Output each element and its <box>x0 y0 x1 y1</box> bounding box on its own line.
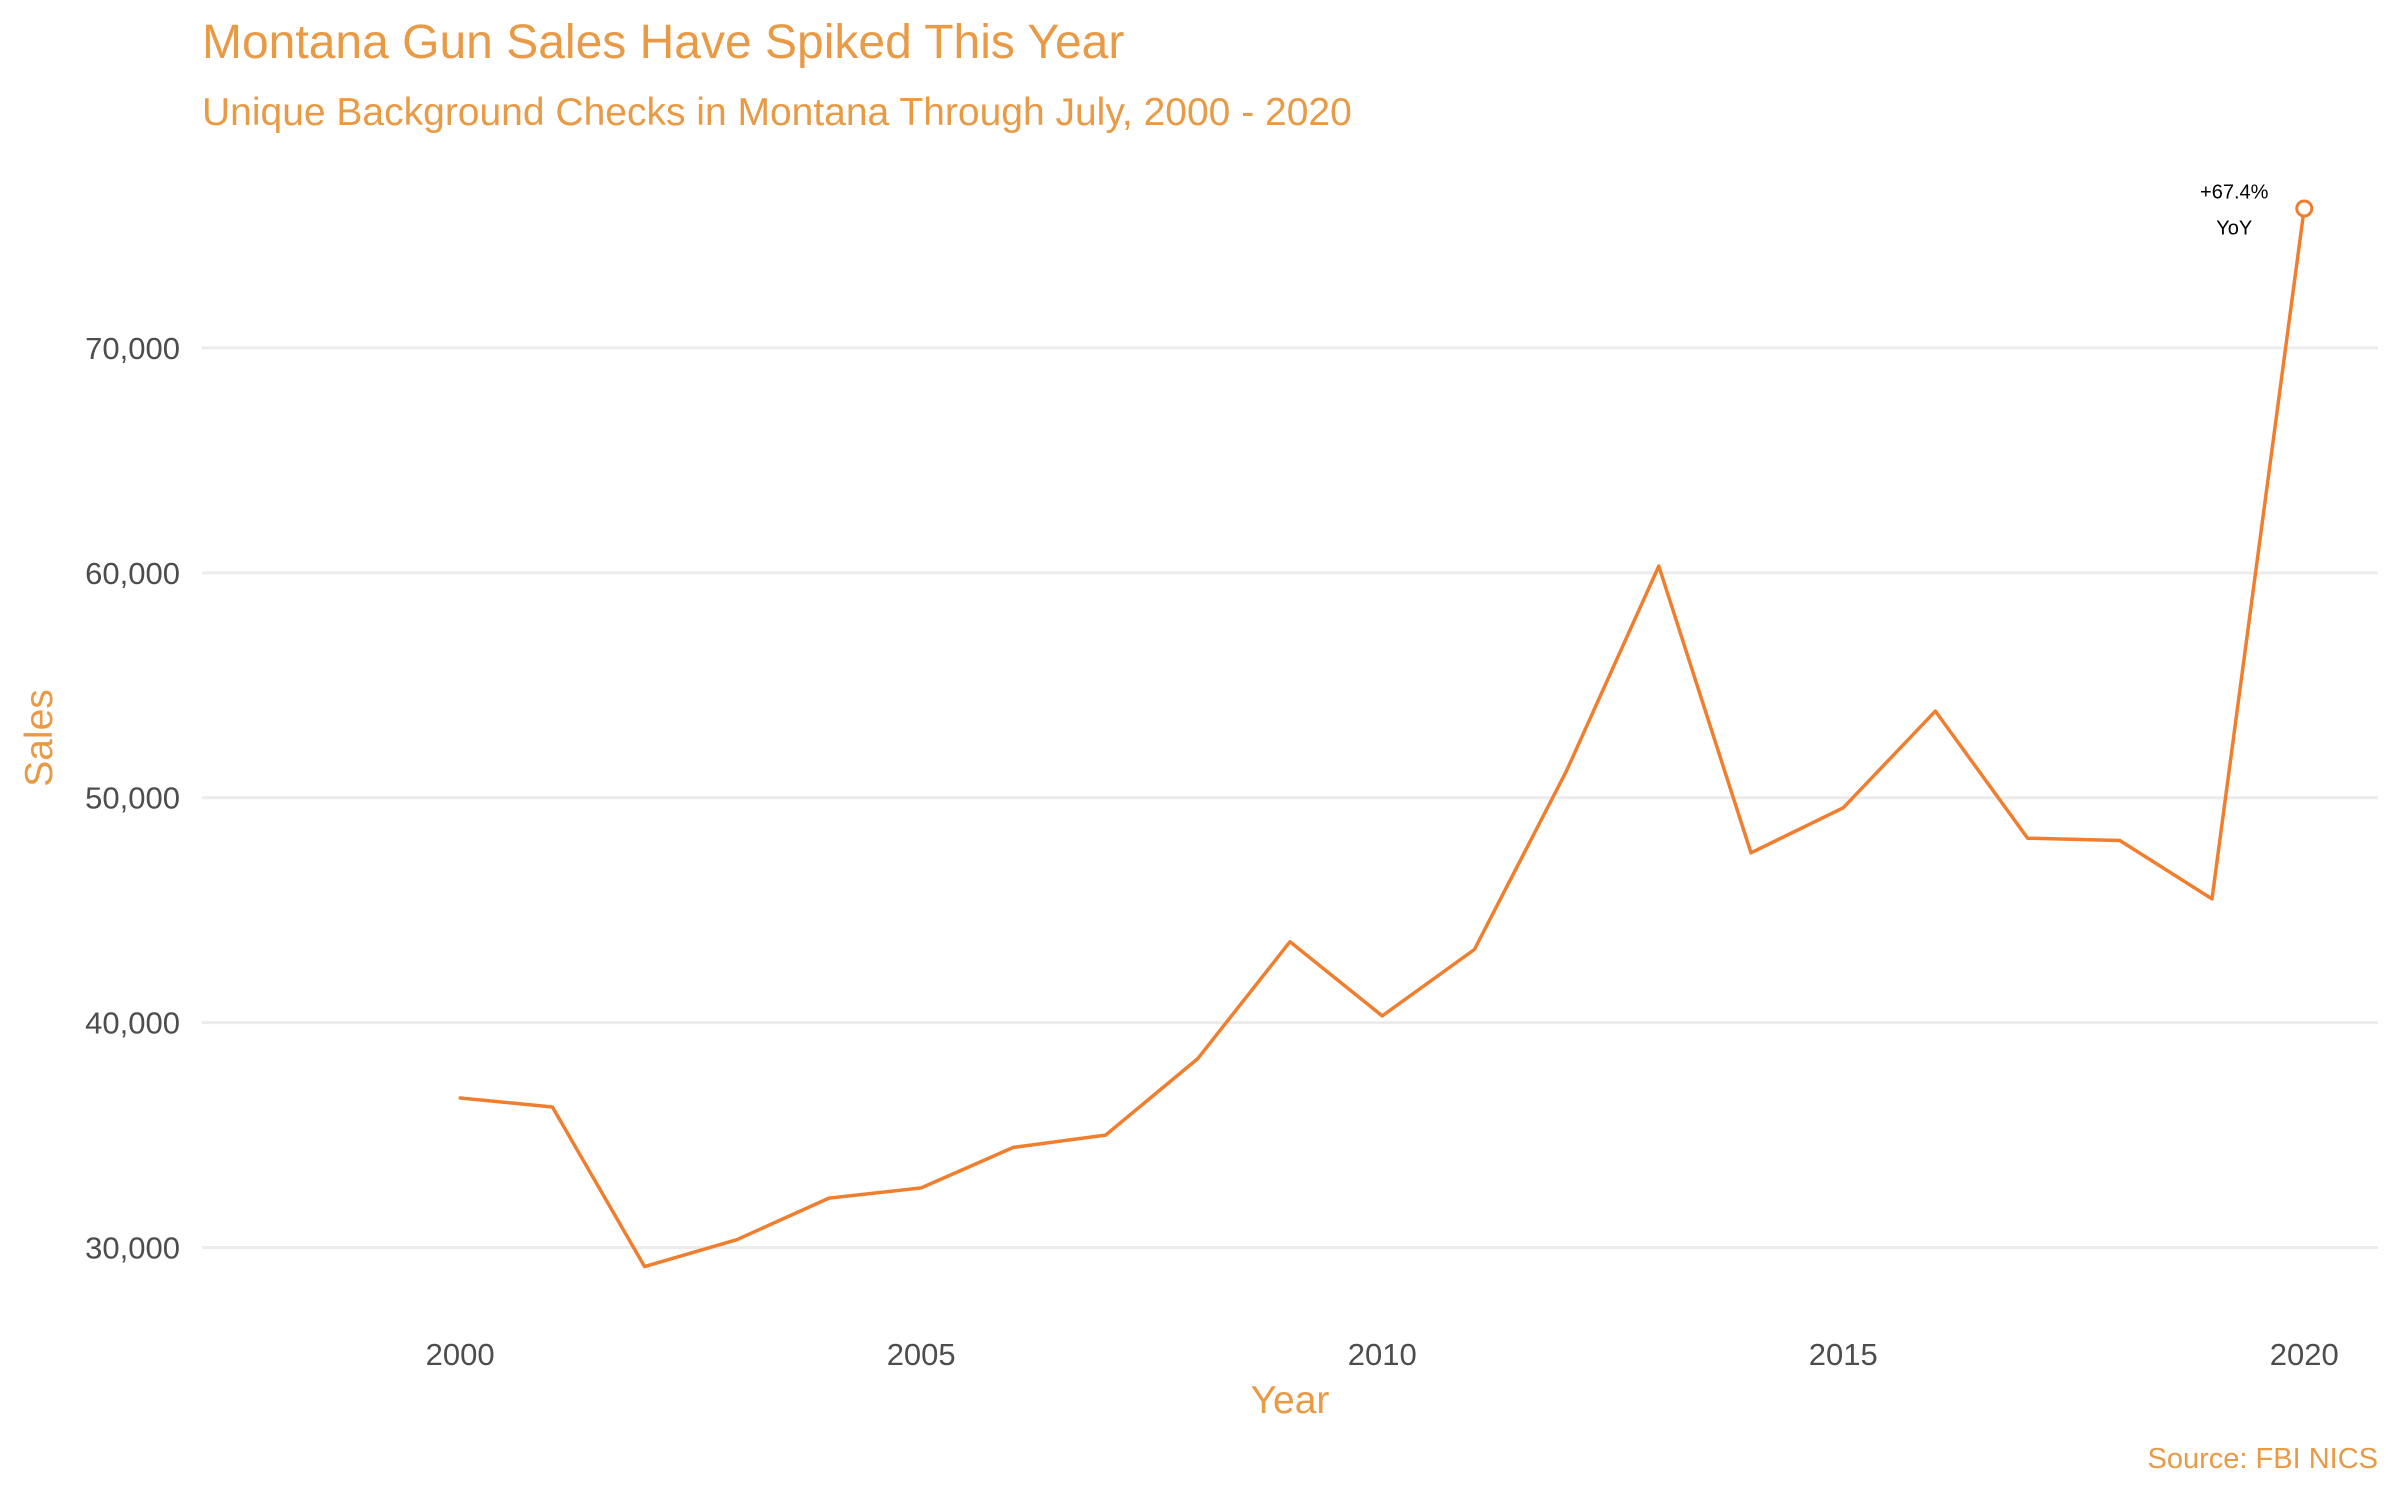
x-tick-label: 2005 <box>887 1337 956 1372</box>
x-tick-label: 2010 <box>1348 1337 1417 1372</box>
x-tick-label: 2000 <box>426 1337 495 1372</box>
x-tick-label: 2020 <box>2270 1337 2339 1372</box>
grid-lines <box>202 346 2378 1250</box>
y-axis-ticks: 30,000 40,000 50,000 60,000 70,000 <box>85 331 180 1266</box>
series-line <box>458 206 2306 1269</box>
annotation-label: YoY <box>2216 217 2252 239</box>
chart-subtitle: Unique Background Checks in Montana Thro… <box>202 91 1352 134</box>
source-caption: Source: FBI NICS <box>2148 1443 2378 1475</box>
x-axis-title: Year <box>1251 1379 1330 1422</box>
y-tick-label: 70,000 <box>85 331 180 366</box>
y-tick-label: 40,000 <box>85 1006 180 1041</box>
x-tick-label: 2015 <box>1809 1337 1878 1372</box>
y-tick-label: 50,000 <box>85 781 180 816</box>
annotation-label: +67.4% <box>2200 181 2269 203</box>
y-tick-label: 30,000 <box>85 1231 180 1266</box>
annotation-group: +67.4% YoY <box>2200 181 2314 239</box>
y-tick-label: 60,000 <box>85 556 180 591</box>
y-axis-title: Sales <box>18 689 61 787</box>
chart-title: Montana Gun Sales Have Spiked This Year <box>202 16 1124 69</box>
series-group <box>458 206 2306 1269</box>
annotation-point <box>2295 199 2314 218</box>
x-axis-ticks: 2000 2005 2010 2015 2020 <box>426 1337 2339 1372</box>
